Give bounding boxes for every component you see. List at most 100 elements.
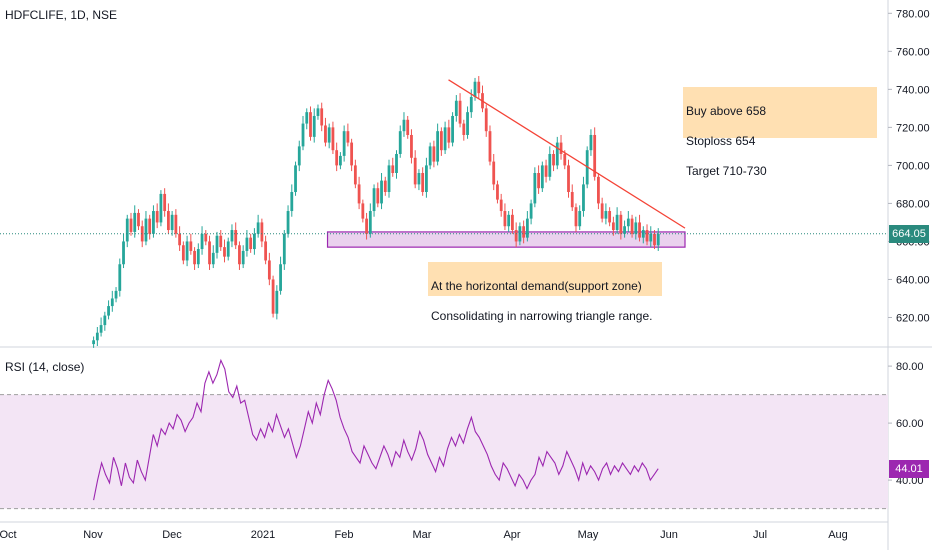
candle-body	[615, 214, 619, 231]
candle-body	[425, 165, 428, 193]
candle-body	[226, 241, 230, 257]
candle-body	[410, 134, 413, 158]
candle-body	[398, 131, 402, 154]
candle-body	[656, 233, 660, 246]
candle-body	[294, 165, 297, 193]
candle-body	[600, 203, 604, 219]
price-tick-label: 760.00	[896, 46, 930, 58]
candle-body	[137, 212, 140, 227]
candle-body	[428, 146, 432, 166]
candle-body	[372, 188, 376, 212]
candle-body	[327, 127, 331, 143]
candle-body	[92, 340, 96, 345]
candle-body	[402, 119, 406, 132]
candle-body	[611, 222, 615, 231]
candle-body	[133, 212, 137, 232]
candle-body	[626, 218, 630, 227]
candle-body	[170, 214, 174, 231]
candle-body	[623, 226, 626, 234]
candle-body	[368, 211, 372, 234]
candle-body	[544, 165, 548, 177]
candle-body	[421, 173, 425, 193]
candle-body	[309, 112, 312, 137]
candle-body	[630, 218, 634, 234]
candle-body	[391, 165, 395, 173]
zone-note-line-2: Consolidating in narrowing triangle rang…	[431, 309, 653, 323]
candle-body	[432, 146, 436, 162]
candle-body	[152, 211, 155, 234]
candle-body	[99, 325, 103, 333]
candle-body	[589, 134, 593, 151]
candle-body	[275, 290, 279, 314]
time-tick-label: Mar	[413, 529, 432, 541]
candle-body	[230, 230, 234, 242]
candle-body	[552, 153, 555, 166]
candle-body	[331, 127, 335, 151]
candle-body	[178, 233, 182, 246]
candle-body	[252, 233, 256, 250]
price-tick-label: 720.00	[896, 122, 930, 134]
candle-body	[103, 315, 107, 326]
chart-title: HDFCLIFE, 1D, NSE	[5, 8, 118, 22]
candle-body	[144, 218, 148, 242]
candle-body	[155, 211, 159, 223]
candle-body	[189, 241, 193, 251]
candle-body	[604, 211, 608, 219]
rsi-tick-label: 40.00	[896, 475, 924, 487]
candle-body	[339, 155, 342, 166]
candle-body	[181, 245, 185, 261]
candle-body	[234, 230, 238, 246]
price-tick-label: 780.00	[896, 8, 930, 20]
last-rsi-tag: 44.01	[889, 459, 929, 478]
time-tick-label: Jun	[660, 529, 678, 541]
candle-body	[645, 230, 649, 242]
trade-plan-stoploss: Stoploss 654	[686, 134, 756, 148]
candle-body	[499, 199, 503, 212]
candle-body	[245, 237, 249, 251]
candle-body	[608, 211, 612, 223]
candle-body	[305, 112, 309, 124]
candle-body	[529, 203, 533, 219]
trade-plan-note: Buy above 658 Stoploss 654 Target 710-73…	[683, 87, 877, 178]
time-tick-label: Oct	[0, 529, 17, 541]
candle-body	[597, 176, 600, 204]
candle-body	[376, 188, 380, 204]
candle-body	[264, 241, 268, 261]
rsi-title: RSI (14, close)	[5, 360, 85, 374]
candle-body	[256, 222, 260, 234]
candle-body	[507, 214, 511, 227]
candle-body	[469, 96, 473, 113]
candle-body	[286, 211, 290, 234]
time-tick-label: 2021	[251, 529, 275, 541]
candle-body	[208, 241, 211, 265]
candle-body	[95, 332, 99, 341]
candle-body	[406, 119, 410, 135]
candle-body	[140, 226, 144, 242]
candle-body	[174, 214, 178, 234]
candle-body	[578, 211, 582, 227]
candle-body	[653, 233, 656, 246]
candle-body	[387, 165, 391, 193]
price-tick-label: 740.00	[896, 84, 930, 96]
candle-body	[473, 81, 477, 97]
candle-body	[522, 226, 526, 238]
time-tick-label: Dec	[162, 529, 182, 541]
candle-body	[282, 233, 286, 265]
candle-body	[361, 203, 365, 219]
candle-body	[582, 184, 585, 212]
candle-body	[163, 193, 167, 212]
candle-body	[166, 211, 170, 231]
candle-body	[353, 165, 357, 185]
candle-body	[537, 173, 540, 189]
candle-body	[267, 260, 271, 280]
candle-body	[279, 264, 282, 291]
candle-body	[458, 100, 462, 124]
candle-body	[301, 123, 305, 147]
trade-plan-target: Target 710-730	[686, 164, 767, 178]
candle-body	[122, 241, 125, 265]
candle-body	[514, 230, 518, 242]
candle-body	[567, 165, 570, 193]
candle-body	[395, 153, 398, 173]
candle-body	[346, 131, 350, 143]
